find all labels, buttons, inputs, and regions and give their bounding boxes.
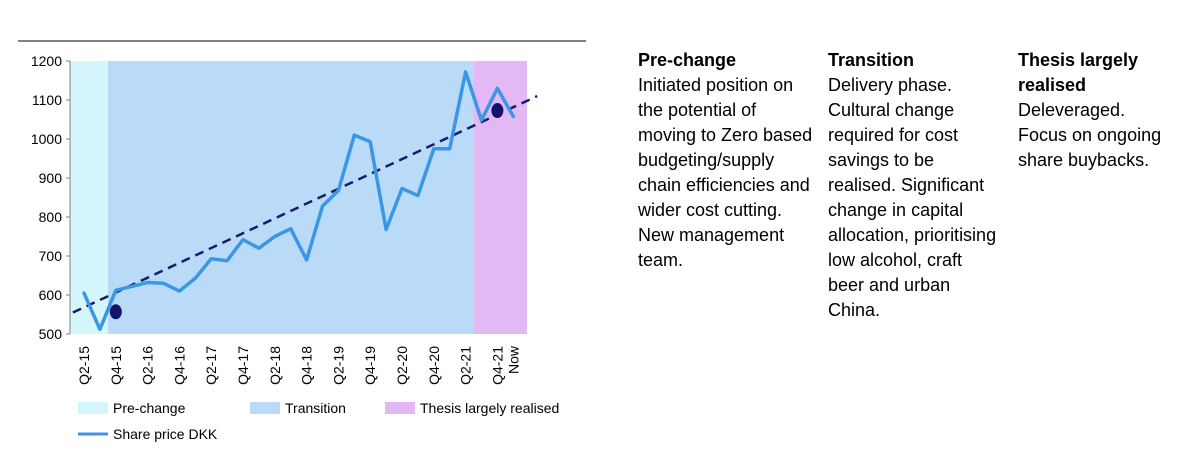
phase-band-2	[473, 61, 527, 334]
x-tick-label: Q4-16	[171, 346, 187, 385]
legend-label-pre-change: Pre-change	[113, 400, 186, 416]
column-heading-thesis: Thesis largely realised	[1018, 50, 1139, 95]
data-point	[512, 115, 515, 118]
tick-labels: Q2-15 Q4-15 Q2-16 Q4-16 Q2-17 Q4-17 Q2-18 Q4-18…	[76, 345, 521, 385]
x-tick-label: Q4-17	[235, 346, 251, 385]
y-tick-label: 1200	[31, 53, 62, 69]
y-tick-label: 1000	[31, 131, 62, 147]
x-tick-label: Q2-16	[140, 346, 156, 385]
phase-band-1	[107, 61, 474, 334]
data-point	[384, 228, 388, 231]
legend-swatch-thesis	[385, 402, 415, 414]
data-point	[400, 187, 404, 190]
trend-layer	[72, 94, 538, 314]
column-transition: Transition Delivery phase. Cultural chan…	[828, 48, 998, 323]
legend-swatch-pre-change	[78, 402, 108, 414]
x-tick-label: Now	[505, 345, 521, 374]
data-point	[480, 119, 483, 122]
data-point	[178, 289, 181, 293]
data-point	[146, 281, 149, 284]
data-point	[464, 70, 467, 74]
y-tick-label: 1100	[32, 92, 62, 108]
column-body-pre-change: Initiated position on the potential of m…	[638, 75, 813, 270]
legend-label-share-price: Share price DKK	[113, 426, 218, 442]
data-point	[448, 147, 451, 150]
data-point	[241, 238, 245, 241]
x-tick-label: Q2-20	[394, 346, 410, 385]
legend-label-thesis: Thesis largely realised	[420, 400, 559, 416]
data-point	[130, 285, 133, 288]
legend: Pre-change Transition Thesis largely rea…	[78, 400, 559, 442]
y-tick-label: 600	[39, 287, 63, 303]
data-point	[257, 247, 261, 250]
y-tick-label: 800	[39, 209, 63, 225]
phase-marker-1	[491, 103, 504, 119]
y-tick-label: 500	[39, 326, 63, 342]
column-body-thesis: Deleveraged. Focus on ongoing share buyb…	[1018, 100, 1162, 170]
legend-label-transition: Transition	[285, 400, 346, 416]
phase-bands	[70, 61, 527, 334]
x-tick-label: Q2-18	[267, 346, 283, 385]
data-point	[194, 277, 197, 280]
data-point	[432, 147, 435, 150]
data-point	[337, 189, 340, 192]
data-point	[114, 289, 118, 292]
data-point	[321, 204, 324, 208]
data-point	[305, 258, 308, 262]
data-point	[369, 140, 372, 143]
column-heading-pre-change: Pre-change	[638, 50, 737, 70]
y-tick-label: 900	[39, 170, 63, 186]
x-tick-label: Q4-18	[299, 346, 315, 385]
data-point	[416, 194, 420, 197]
x-tick-label: Q2-21	[458, 346, 474, 385]
phase-band-0	[70, 61, 108, 334]
data-point	[289, 227, 292, 230]
x-tick-label: Q2-15	[76, 346, 92, 385]
phase-marker-0	[109, 304, 122, 320]
column-body-transition: Delivery phase. Cultural change required…	[828, 75, 997, 320]
marker-layer	[109, 103, 504, 320]
column-thesis: Thesis largely realised Deleveraged. Foc…	[1018, 48, 1178, 173]
data-point	[353, 133, 356, 137]
x-tick-label: Q2-19	[330, 346, 346, 385]
axes: 500 600 700 800 900 1000 1100 1200	[31, 53, 71, 342]
column-pre-change: Pre-change Initiated position on the pot…	[638, 48, 818, 273]
data-point	[273, 235, 276, 238]
x-tick-label: Q4-19	[362, 346, 378, 385]
y-tick-label: 700	[39, 248, 63, 264]
series-layer	[82, 70, 516, 332]
data-point	[82, 291, 86, 295]
data-point	[210, 257, 213, 260]
data-point	[496, 87, 499, 90]
column-heading-transition: Transition	[828, 50, 915, 70]
trend-line	[72, 94, 538, 314]
x-tick-label: Q4-15	[108, 346, 124, 385]
x-tick-label: Q4-20	[426, 346, 442, 385]
legend-swatch-transition	[250, 402, 280, 414]
data-point	[98, 328, 102, 331]
data-point	[162, 282, 165, 285]
data-point	[225, 259, 229, 262]
x-tick-label: Q2-17	[203, 346, 219, 385]
series-line-0	[82, 70, 516, 332]
x-tick-label: Q4-21	[489, 346, 505, 385]
